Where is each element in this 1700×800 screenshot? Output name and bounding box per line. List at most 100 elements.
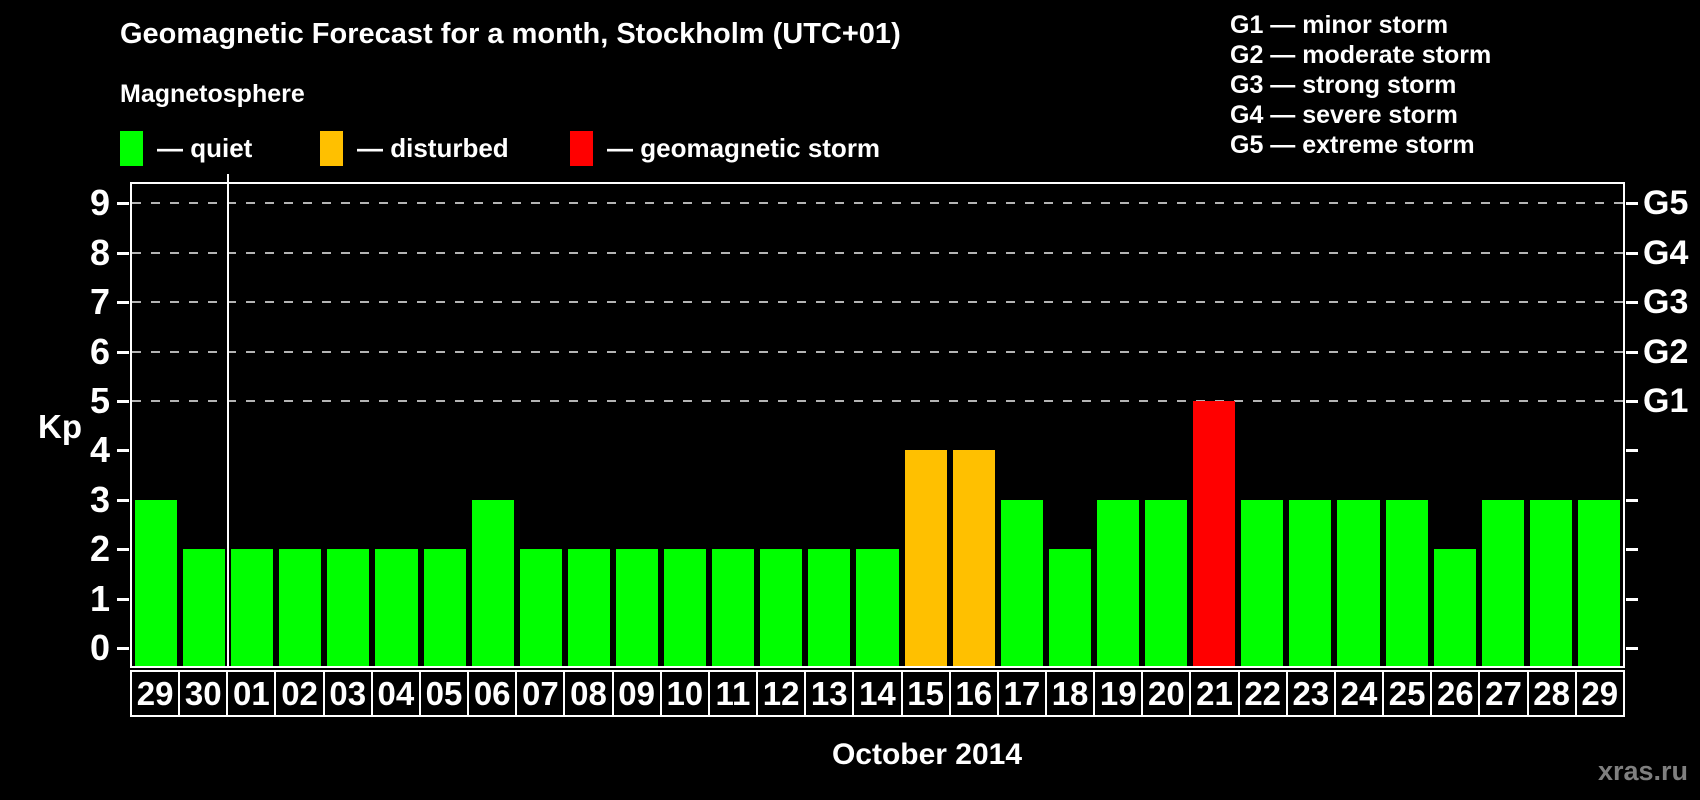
day-label-17-18: 17: [996, 670, 1047, 717]
kp-bar-day-02: [279, 549, 322, 666]
gridline-kp8: [132, 251, 1623, 254]
kp-bar-day-11: [712, 549, 755, 666]
day-label-15-16: 15: [900, 670, 951, 717]
day-label-12-13: 12: [756, 670, 807, 717]
legend-label-storm: — geomagnetic storm: [607, 132, 881, 163]
y-tick-left-8: [117, 251, 129, 255]
storm-color-swatch: [570, 130, 593, 166]
kp-bar-day-16: [952, 450, 995, 666]
kp-bar-day-29: [1577, 499, 1620, 666]
legend-label-disturbed: — disturbed: [357, 132, 509, 163]
y-tick-right-5: [1626, 400, 1638, 403]
watermark: xras.ru: [1597, 756, 1688, 786]
day-label-30-1: 30: [178, 670, 229, 717]
day-label-08-9: 08: [563, 670, 614, 717]
kp-bar-day-18: [1048, 549, 1091, 666]
day-label-22-23: 22: [1237, 670, 1288, 717]
g5-legend-line: G5 — extreme storm: [1230, 131, 1475, 159]
legend-label-quiet: — quiet: [157, 132, 253, 163]
kp-bar-day-09: [615, 549, 659, 666]
y-tick-label-7: 7: [89, 281, 110, 323]
quiet-color-swatch: [120, 130, 143, 166]
y-tick-label-8: 8: [89, 231, 110, 273]
kp-bar-day-10: [664, 549, 707, 666]
kp-bar-day-23: [1289, 499, 1332, 666]
day-label-18-19: 18: [1044, 670, 1096, 717]
day-label-16-17: 16: [948, 670, 999, 717]
day-label-27-28: 27: [1478, 670, 1529, 717]
y-tick-right-4: [1626, 449, 1638, 453]
kp-bar-day-28: [1529, 499, 1572, 666]
kp-bar-day-22: [1241, 499, 1284, 666]
day-label-29-0: 29: [130, 670, 181, 717]
kp-bar-day-26: [1433, 549, 1476, 666]
y-tick-label-1: 1: [89, 577, 110, 619]
y-tick-label-5: 5: [89, 380, 110, 421]
month-separator-line: [227, 184, 230, 666]
kp-bar-day-15: [904, 450, 947, 666]
day-label-01-2: 01: [226, 670, 277, 717]
kp-bar-day-14: [856, 549, 899, 666]
month-boundary-top-tick: [227, 174, 230, 182]
day-label-05-6: 05: [418, 670, 470, 717]
kp-bar-day-29: [135, 499, 178, 666]
kp-bar-day-08: [567, 549, 610, 666]
y-tick-right-1: [1626, 597, 1638, 601]
day-label-28-29: 28: [1526, 670, 1577, 717]
kp-bar-day-03: [327, 549, 370, 666]
y-tick-right-6: [1626, 350, 1638, 354]
y-tick-left-0: [117, 647, 129, 650]
y-tick-right-2: [1626, 548, 1638, 552]
legend-item-disturbed: — disturbed: [320, 128, 509, 168]
y-tick-label-2: 2: [89, 528, 110, 570]
kp-bar-day-04: [375, 549, 418, 666]
y-tick-right-0: [1626, 647, 1638, 650]
day-label-25-26: 25: [1382, 670, 1433, 717]
kp-bar-day-05: [423, 549, 466, 666]
day-label-02-3: 02: [274, 670, 325, 717]
y-tick-label-6: 6: [89, 330, 110, 372]
day-label-14-15: 14: [852, 670, 903, 717]
y-tick-left-3: [117, 498, 129, 502]
day-label-10-11: 10: [659, 670, 710, 717]
day-label-26-27: 26: [1430, 670, 1481, 717]
gridline-kp7: [132, 301, 1623, 304]
day-label-24-25: 24: [1333, 670, 1385, 717]
y-tick-right-3: [1626, 498, 1638, 502]
g-axis-label-g1: G1: [1643, 382, 1689, 420]
legend-item-storm: — geomagnetic storm: [570, 128, 880, 168]
y-tick-left-1: [117, 597, 129, 601]
gridline-kp5: [132, 400, 1623, 402]
x-axis-day-labels: 29 30 01 02 03 04 05 06 07 08 09 10 11 12 13 14 15 16 17 18…: [130, 670, 1625, 717]
plot-area: [130, 182, 1625, 668]
gridline-kp6: [132, 350, 1623, 353]
day-label-23-24: 23: [1285, 670, 1336, 717]
day-label-19-20: 19: [1093, 670, 1144, 717]
g1-legend-line: G1 — minor storm: [1230, 11, 1449, 39]
y-tick-left-5: [117, 400, 129, 403]
legend-item-quiet: — quiet: [120, 128, 252, 168]
kp-bar-day-06: [471, 499, 514, 666]
day-label-11-12: 11: [707, 670, 759, 717]
kp-bar-day-12: [760, 549, 803, 666]
day-label-06-7: 06: [467, 670, 518, 717]
kp-bar-day-27: [1481, 499, 1524, 666]
day-label-07-8: 07: [515, 670, 566, 717]
kp-bar-day-01: [231, 549, 274, 666]
kp-bar-day-24: [1337, 499, 1380, 666]
day-label-04-5: 04: [370, 670, 421, 717]
kp-bar-day-17: [1000, 499, 1043, 666]
kp-bar-day-25: [1385, 499, 1428, 666]
kp-bar-day-20: [1145, 499, 1188, 666]
day-label-09-10: 09: [611, 670, 662, 717]
kp-bar-day-13: [808, 549, 851, 666]
y-tick-left-7: [117, 301, 129, 305]
y-tick-label-4: 4: [89, 429, 110, 471]
y-tick-right-8: [1626, 251, 1638, 255]
y-tick-left-4: [117, 449, 129, 453]
g-axis-label-g5: G5: [1643, 184, 1689, 223]
y-tick-right-7: [1626, 301, 1638, 305]
chart-title: Geomagnetic Forecast for a month, Stockh…: [120, 18, 901, 50]
y-tick-left-2: [117, 548, 129, 552]
